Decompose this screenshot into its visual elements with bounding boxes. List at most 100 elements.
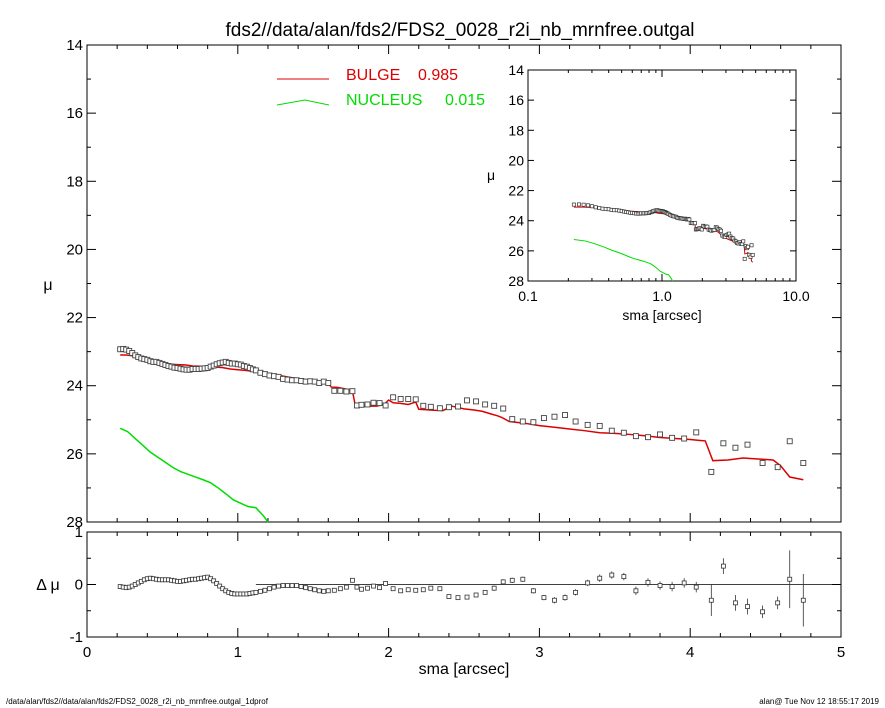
inset-x-tick-label: 1.0: [652, 288, 672, 304]
inset-data-point: [597, 206, 602, 211]
residual-point: [271, 584, 277, 590]
residual-point: [405, 587, 411, 593]
residual-point: [633, 588, 639, 594]
main-panel: 14 16 18 20 22 24 26 28 μ BULGE 0.985 NUCLEUS 0…: [43, 37, 842, 531]
inset-data-point: [593, 205, 598, 210]
inset-panel: 14 16 18 20 22 24 26 280.1 1.0 10.0 μ sma [arcsec…: [487, 62, 810, 323]
residual-point: [464, 594, 470, 600]
legend-bulge-label: BULGE: [346, 67, 400, 84]
data-point: [473, 398, 480, 405]
data-point: [732, 444, 739, 451]
inset-data-point: [746, 244, 750, 249]
data-point: [693, 429, 700, 436]
residual-point: [294, 583, 300, 588]
residual-point: [657, 583, 663, 588]
data-point: [669, 434, 676, 441]
residual-point: [621, 574, 627, 580]
data-point: [370, 399, 377, 406]
residual-point: [211, 578, 217, 584]
residual-point: [354, 584, 360, 590]
main-y-tick-label: 16: [66, 105, 83, 122]
data-point: [720, 440, 727, 447]
residual-point: [337, 586, 343, 592]
inset-data-point: [699, 227, 704, 232]
residual-point: [377, 585, 382, 591]
residual-point: [669, 584, 675, 589]
legend-nucleus-value: 0.015: [445, 92, 485, 109]
data-point: [445, 404, 452, 411]
inset-data-point: [719, 228, 724, 233]
x-tick-label: 5: [837, 644, 845, 661]
main-y-tick-label: 28: [66, 514, 83, 531]
residual-point: [562, 595, 568, 601]
legend-bulge-value: 0.985: [418, 67, 458, 84]
data-point: [427, 403, 434, 410]
legend-nucleus-line: [276, 99, 330, 106]
residual-point: [390, 586, 396, 592]
residual-point: [365, 585, 370, 591]
residual-point: [787, 576, 793, 582]
x-axis-label: sma [arcsec]: [419, 661, 510, 678]
main-y-tick-label: 24: [66, 378, 83, 395]
x-tick-label: 1: [234, 644, 242, 661]
inset-y-tick-label: 14: [508, 62, 524, 78]
residual-point: [573, 589, 578, 595]
residual-point: [552, 597, 557, 603]
residual-point: [289, 583, 295, 588]
data-point: [436, 405, 443, 412]
inset-data-point: [687, 217, 692, 222]
data-point: [786, 438, 793, 445]
residual-point: [520, 576, 526, 582]
inset-series: [571, 202, 755, 282]
inset-y-axis-label: μ: [487, 167, 495, 183]
data-point: [337, 387, 344, 394]
data-point: [620, 429, 627, 436]
main-y-tick-label: 14: [66, 37, 83, 54]
data-point: [482, 401, 489, 408]
residual-point: [800, 597, 806, 603]
inset-y-tick-label: 18: [508, 122, 524, 138]
main-y-tick-label: 26: [66, 446, 83, 463]
bulge-line: [120, 354, 804, 481]
residual-point: [609, 572, 615, 578]
residual-point: [303, 585, 309, 591]
residual-point: [473, 592, 479, 598]
data-point: [420, 402, 427, 409]
residual-point: [280, 583, 286, 588]
inset-data-point: [576, 202, 581, 207]
residual-point: [325, 588, 331, 594]
residual-point: [253, 589, 259, 595]
residual-point: [437, 586, 443, 592]
data-point: [708, 468, 715, 475]
residual-point: [276, 583, 281, 589]
residual-point: [350, 577, 355, 583]
residual-point: [298, 584, 304, 589]
residual-point: [262, 587, 268, 593]
data-point: [632, 433, 639, 440]
data-point: [596, 422, 603, 429]
data-point: [364, 401, 371, 408]
data-point: [759, 460, 766, 467]
inset-x-tick-label: 10.0: [782, 288, 809, 304]
residual-panel: 10-10 1 2 3 4 5 Δ μ sma [arcsec]: [36, 524, 845, 678]
inset-nucleus-line: [573, 239, 674, 282]
data-point: [500, 405, 507, 412]
residual-point: [258, 588, 263, 594]
inset-y-tick-label: 28: [508, 273, 524, 289]
data-point: [530, 419, 537, 426]
residual-point: [307, 586, 313, 592]
residual-point: [343, 584, 349, 590]
main-y-axis-label: μ: [43, 277, 52, 294]
residual-series: [117, 550, 841, 627]
inset-y-tick-label: 26: [508, 243, 524, 259]
residual-point: [371, 583, 376, 589]
residual-y-axis-label: Δ μ: [36, 577, 59, 594]
footer-path: /data/alan/fds2//data/alan/fds2/FDS2_002…: [6, 697, 269, 706]
residual-y-tick-label: -1: [70, 629, 83, 646]
data-point: [562, 412, 568, 418]
inset-data-point: [750, 252, 755, 257]
main-legend: BULGE 0.985 NUCLEUS 0.015: [276, 67, 485, 109]
residual-point: [693, 584, 699, 590]
inset-y-tick-label: 24: [508, 213, 524, 229]
residual-point: [359, 586, 364, 592]
